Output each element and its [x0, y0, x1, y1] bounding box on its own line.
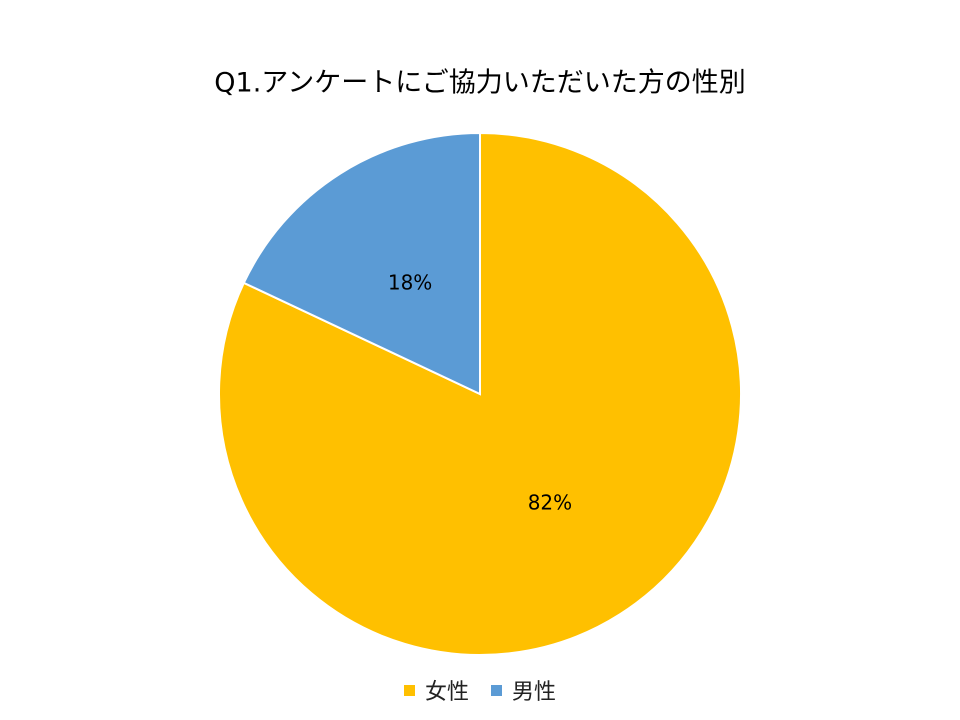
chart-title: Q1.アンケートにご協力いただいた方の性別	[214, 68, 745, 99]
legend-item: 男性	[491, 674, 556, 706]
pie	[218, 131, 742, 656]
legend: 女性 男性	[0, 674, 960, 706]
legend-swatch	[403, 684, 415, 696]
legend-label: 男性	[512, 680, 557, 705]
data-label: 18%	[388, 270, 432, 294]
data-label: 82%	[528, 491, 572, 515]
pie-slice	[242, 131, 481, 396]
legend-label: 女性	[424, 680, 469, 705]
legend-item: 女性	[403, 674, 469, 706]
legend-swatch	[491, 684, 502, 696]
